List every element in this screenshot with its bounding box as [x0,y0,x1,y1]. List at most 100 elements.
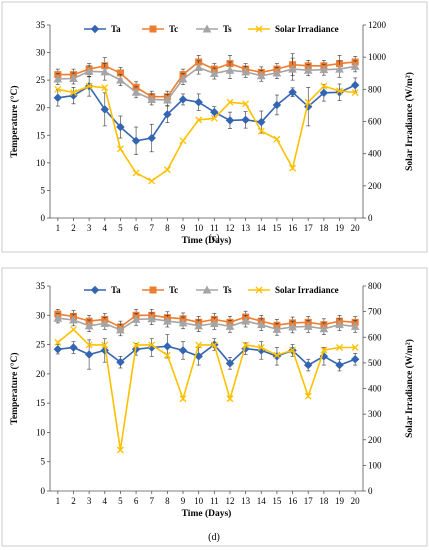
data-point [101,341,109,349]
data-point [85,341,93,349]
data-point [178,74,188,83]
x-tick-label: 10 [194,223,204,233]
data-point [210,107,219,117]
data-point [335,320,344,329]
series-line [57,328,356,451]
data-point [257,127,265,135]
x-tick-label: 8 [165,223,170,233]
legend-label: Ta [111,285,121,295]
legend-label: Tc [169,24,178,34]
right-tick-label: 300 [368,409,382,419]
x-tick-label: 7 [149,496,154,506]
right-tick-label: 500 [368,358,382,368]
legend-label: Ts [223,24,232,34]
data-point [256,320,266,329]
data-point [257,344,265,351]
data-point [319,88,329,98]
x-tick-label: 6 [134,496,139,506]
data-point [320,346,328,354]
left-tick-label: 25 [36,340,46,350]
data-point [303,65,313,74]
right-tick-label: 400 [368,384,382,394]
x-tick-label: 8 [165,496,170,506]
x-tick-label: 16 [288,223,298,233]
data-point [163,166,171,174]
data-point [101,84,109,92]
data-point [84,66,94,75]
data-point [147,94,157,103]
x-tick-label: 4 [103,496,108,506]
right-tick-label: 0 [368,486,373,496]
data-point [90,24,100,34]
data-point [149,286,157,294]
x-tick-label: 12 [225,223,234,233]
data-point [272,324,282,333]
data-point [163,110,172,119]
data-point [116,446,124,454]
legend: Ta Tc Ts Solar Irradiance [84,285,339,295]
x-tick-label: 14 [257,223,267,233]
data-point [131,314,141,323]
data-point [350,321,360,330]
data-point [256,71,266,80]
data-point [116,325,125,334]
data-point [90,285,100,295]
data-point [147,314,157,323]
data-point [54,85,62,93]
data-point [350,355,360,364]
data-point [85,82,93,90]
data-point [225,116,235,125]
x-tick-label: 20 [351,223,361,233]
data-point [178,318,188,327]
data-point [84,350,94,359]
data-point [179,137,187,145]
x-axis-label: Time (Days) [182,235,232,246]
data-point [289,346,297,354]
data-point [225,359,235,368]
right-tick-label: 800 [368,84,382,94]
data-point [241,67,250,76]
data-point [350,80,360,90]
data-point [100,105,109,114]
data-point [131,136,141,146]
data-point [255,25,263,33]
x-tick-label: 15 [272,496,282,506]
x-tick-label: 20 [351,496,361,506]
x-tick-label: 2 [71,223,76,233]
data-point [336,87,343,95]
right-tick-label: 200 [368,181,382,191]
right-tick-label: 1200 [368,20,387,30]
data-point [272,68,282,77]
data-point [53,313,63,322]
data-point [116,145,124,153]
data-point [242,341,250,349]
left-tick-label: 5 [41,457,46,467]
data-point [209,318,219,327]
data-point [148,177,156,185]
data-point [147,133,156,143]
chart-frame [1,1,428,253]
x-tick-label: 14 [257,496,267,506]
x-tick-label: 9 [181,223,186,233]
legend-label: Solar Irradiance [275,285,339,295]
data-point [149,25,157,33]
data-point [54,338,62,346]
legend-label: Tc [169,285,178,295]
series-ts [53,57,360,106]
right-tick-label: 200 [368,435,382,445]
data-point [303,321,313,330]
data-point [116,75,125,84]
data-point [304,360,313,370]
x-tick-label: 2 [71,496,76,506]
y2-axis-label: Solar Irradiance (W/m²) [404,339,415,438]
y-axis-label: Temperature (°C) [9,85,20,157]
data-point [69,343,78,352]
x-tick-label: 17 [304,223,314,233]
x-tick-label: 15 [272,223,282,233]
series-solar-irradiance [54,326,359,454]
left-tick-label: 35 [36,281,46,291]
data-point [288,88,297,97]
x-tick-label: 9 [181,496,186,506]
